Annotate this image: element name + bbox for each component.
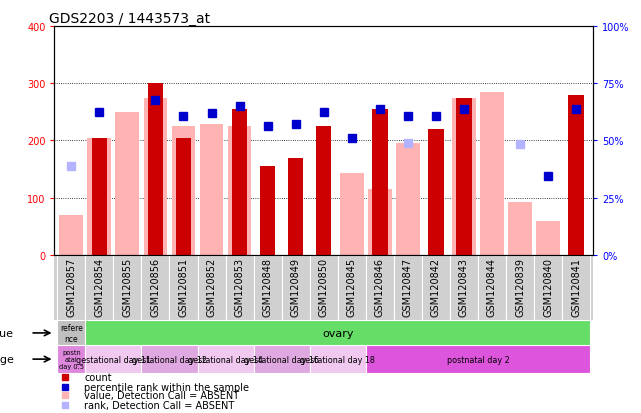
Bar	[372, 110, 388, 255]
Bar	[340, 174, 363, 255]
Text: GSM120857: GSM120857	[66, 257, 76, 316]
Text: GSM120850: GSM120850	[319, 257, 329, 316]
Text: GSM120856: GSM120856	[151, 257, 160, 316]
Text: GSM120853: GSM120853	[235, 257, 245, 316]
Bar	[534, 255, 562, 321]
Bar	[60, 216, 83, 255]
Bar	[57, 321, 85, 346]
Bar	[536, 221, 560, 255]
Text: GSM120843: GSM120843	[459, 257, 469, 316]
Bar	[478, 255, 506, 321]
Text: GSM120839: GSM120839	[515, 257, 525, 316]
Bar	[366, 255, 394, 321]
Bar	[254, 255, 281, 321]
Bar	[199, 125, 224, 255]
Bar	[422, 255, 450, 321]
Bar	[310, 346, 366, 373]
Bar	[228, 127, 251, 255]
Text: gestational day 14: gestational day 14	[188, 355, 263, 364]
Text: postn
atal
day 0.5: postn atal day 0.5	[59, 349, 84, 369]
Text: GSM120851: GSM120851	[178, 257, 188, 316]
Bar	[113, 255, 142, 321]
Text: GSM120840: GSM120840	[543, 257, 553, 316]
Bar	[57, 255, 85, 321]
Text: count: count	[84, 372, 112, 382]
Bar	[394, 255, 422, 321]
Bar	[142, 255, 169, 321]
Bar	[281, 255, 310, 321]
Text: GSM120845: GSM120845	[347, 257, 357, 316]
Bar	[57, 346, 85, 373]
Bar	[288, 158, 303, 255]
Text: ovary: ovary	[322, 328, 353, 338]
Bar	[310, 255, 338, 321]
Text: GSM120855: GSM120855	[122, 257, 133, 316]
Bar	[368, 190, 392, 255]
Text: age: age	[0, 354, 14, 364]
Text: gestational day 12: gestational day 12	[132, 355, 207, 364]
Text: postnatal day 2: postnatal day 2	[447, 355, 510, 364]
Bar	[176, 138, 191, 255]
Bar	[142, 346, 197, 373]
Bar	[254, 346, 310, 373]
Bar	[226, 255, 254, 321]
Text: GSM120847: GSM120847	[403, 257, 413, 316]
Bar	[147, 84, 163, 255]
Bar	[85, 346, 142, 373]
Bar	[508, 202, 532, 255]
Bar	[115, 113, 139, 255]
Bar	[428, 130, 444, 255]
Text: GSM120848: GSM120848	[263, 257, 272, 316]
Bar	[396, 143, 420, 255]
Bar	[172, 127, 196, 255]
Text: GDS2203 / 1443573_at: GDS2203 / 1443573_at	[49, 12, 210, 26]
Text: GSM120844: GSM120844	[487, 257, 497, 316]
Text: GSM120854: GSM120854	[94, 257, 104, 316]
Text: GSM120842: GSM120842	[431, 257, 441, 316]
Bar	[452, 98, 476, 255]
Bar	[144, 98, 167, 255]
Text: gestational day 16: gestational day 16	[244, 355, 319, 364]
Bar	[316, 127, 331, 255]
Bar	[506, 255, 534, 321]
Bar	[260, 167, 276, 255]
Text: percentile rank within the sample: percentile rank within the sample	[84, 382, 249, 392]
Text: GSM120841: GSM120841	[571, 257, 581, 316]
Bar	[562, 255, 590, 321]
Bar	[87, 138, 112, 255]
Bar	[450, 255, 478, 321]
Bar	[480, 93, 504, 255]
Bar	[92, 138, 107, 255]
Text: gestational day 18: gestational day 18	[300, 355, 375, 364]
Bar	[232, 110, 247, 255]
Text: GSM120852: GSM120852	[206, 257, 217, 316]
Bar	[366, 346, 590, 373]
Text: rank, Detection Call = ABSENT: rank, Detection Call = ABSENT	[84, 399, 235, 410]
Text: GSM120849: GSM120849	[290, 257, 301, 316]
Bar	[197, 255, 226, 321]
Bar	[169, 255, 197, 321]
Text: gestational day 11: gestational day 11	[76, 355, 151, 364]
Text: value, Detection Call = ABSENT: value, Detection Call = ABSENT	[84, 390, 239, 400]
Bar	[338, 255, 366, 321]
Bar	[456, 98, 472, 255]
Bar	[569, 95, 584, 255]
Text: GSM120846: GSM120846	[375, 257, 385, 316]
Bar	[197, 346, 254, 373]
Bar	[85, 255, 113, 321]
Text: refere
nce: refere nce	[60, 323, 83, 343]
Text: tissue: tissue	[0, 328, 14, 338]
